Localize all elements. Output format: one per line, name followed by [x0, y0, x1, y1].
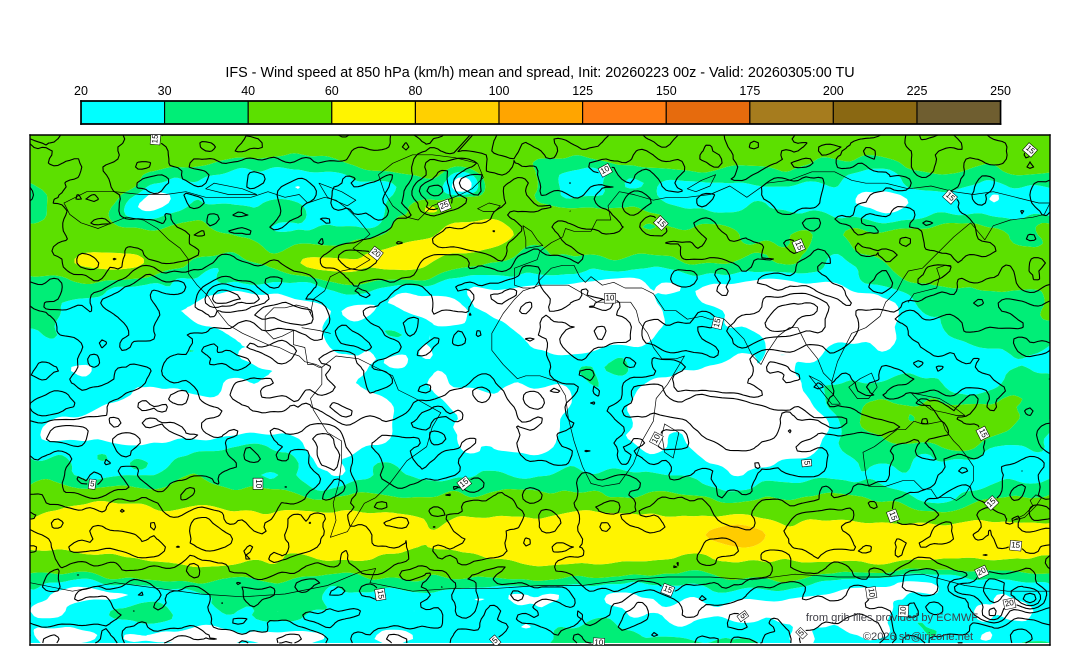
- svg-text:©2026 sb@irizone.net: ©2026 sb@irizone.net: [863, 631, 973, 643]
- svg-text:20: 20: [976, 565, 988, 577]
- svg-text:5: 5: [796, 628, 806, 638]
- svg-text:IFS - Wind speed at 850 hPa (k: IFS - Wind speed at 850 hPa (km/h) mean …: [225, 65, 854, 81]
- svg-text:125: 125: [572, 84, 593, 98]
- svg-text:15: 15: [662, 584, 674, 596]
- svg-text:10: 10: [866, 588, 876, 599]
- svg-text:15: 15: [977, 427, 989, 439]
- svg-text:5: 5: [490, 635, 500, 645]
- svg-text:175: 175: [739, 84, 760, 98]
- svg-text:20: 20: [74, 84, 88, 98]
- svg-text:250: 250: [990, 84, 1011, 98]
- svg-text:150: 150: [656, 84, 677, 98]
- svg-text:from grib files provided by EC: from grib files provided by ECMWF: [806, 612, 978, 624]
- svg-text:15: 15: [150, 134, 160, 144]
- svg-text:20: 20: [1004, 598, 1015, 609]
- svg-text:10: 10: [650, 432, 662, 445]
- svg-text:15: 15: [887, 510, 899, 522]
- svg-text:25: 25: [438, 199, 450, 211]
- svg-text:40: 40: [241, 84, 255, 98]
- svg-text:10: 10: [599, 164, 612, 176]
- svg-text:15: 15: [793, 240, 805, 252]
- svg-text:200: 200: [823, 84, 844, 98]
- svg-text:80: 80: [408, 84, 422, 98]
- svg-text:30: 30: [158, 84, 172, 98]
- svg-text:225: 225: [907, 84, 928, 98]
- svg-text:100: 100: [489, 84, 510, 98]
- svg-text:10: 10: [254, 479, 263, 488]
- svg-text:15: 15: [376, 589, 386, 600]
- svg-text:60: 60: [325, 84, 339, 98]
- svg-text:10: 10: [898, 606, 908, 616]
- svg-text:10: 10: [605, 293, 615, 302]
- svg-text:5: 5: [802, 460, 811, 466]
- svg-text:5: 5: [738, 611, 748, 620]
- svg-text:15: 15: [1011, 540, 1021, 550]
- svg-text:10: 10: [594, 638, 604, 648]
- svg-text:15: 15: [712, 317, 723, 328]
- svg-text:5: 5: [89, 479, 95, 489]
